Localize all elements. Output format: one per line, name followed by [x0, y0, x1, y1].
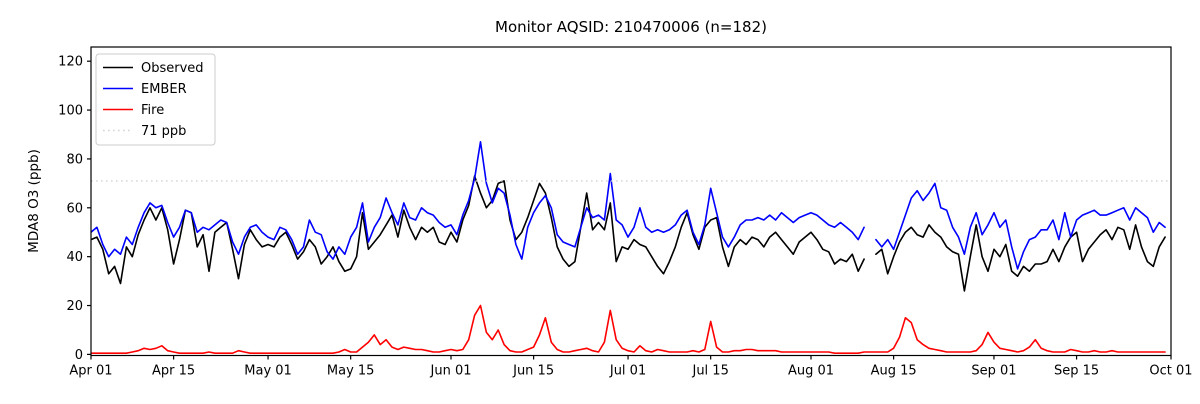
x-tick-label: Jun 01 [430, 364, 472, 379]
x-tick-label: May 15 [327, 364, 375, 379]
legend-label: Observed [141, 61, 204, 76]
series-line-observed [91, 175, 1166, 292]
x-tick-label: Apr 01 [69, 364, 112, 379]
y-tick-label: 120 [58, 55, 83, 70]
axes-border [90, 46, 1172, 357]
x-tick-label: Sep 01 [971, 364, 1016, 379]
series-line-fire [91, 304, 1166, 354]
x-tick-label: Jun 15 [512, 364, 554, 379]
y-tick-label: 0 [75, 348, 83, 363]
x-tick-label: Sep 15 [1054, 364, 1099, 379]
series-line-ember [91, 141, 1166, 270]
y-tick-label: 20 [66, 299, 83, 314]
chart-title: Monitor AQSID: 210470006 (n=182) [495, 18, 767, 36]
legend-box [95, 53, 216, 146]
x-tick-label: Oct 01 [1149, 364, 1192, 379]
y-tick-label: 80 [66, 152, 83, 167]
y-axis-label: MDA8 O3 (ppb) [26, 149, 42, 253]
x-tick-label: Aug 01 [788, 364, 834, 379]
y-tick-label: 100 [58, 104, 83, 119]
legend-label: Fire [141, 103, 164, 118]
y-tick-label: 40 [66, 250, 83, 265]
x-tick-label: Aug 15 [871, 364, 917, 379]
y-tick-label: 60 [66, 201, 83, 216]
x-tick-label: May 01 [244, 364, 292, 379]
x-tick-label: Jul 15 [691, 364, 728, 379]
series-layer [91, 141, 1166, 354]
legend-label: 71 ppb [141, 124, 186, 139]
legend-label: EMBER [141, 82, 187, 97]
x-tick-label: Apr 15 [152, 364, 195, 379]
ticks-layer: 0 20 40 60 80 100 120 Apr 01 Apr 15 May 01 May 15 J… [58, 55, 1192, 379]
legend: Observed EMBER Fire 71 ppb [95, 53, 216, 146]
x-tick-label: Jul 01 [609, 364, 646, 379]
